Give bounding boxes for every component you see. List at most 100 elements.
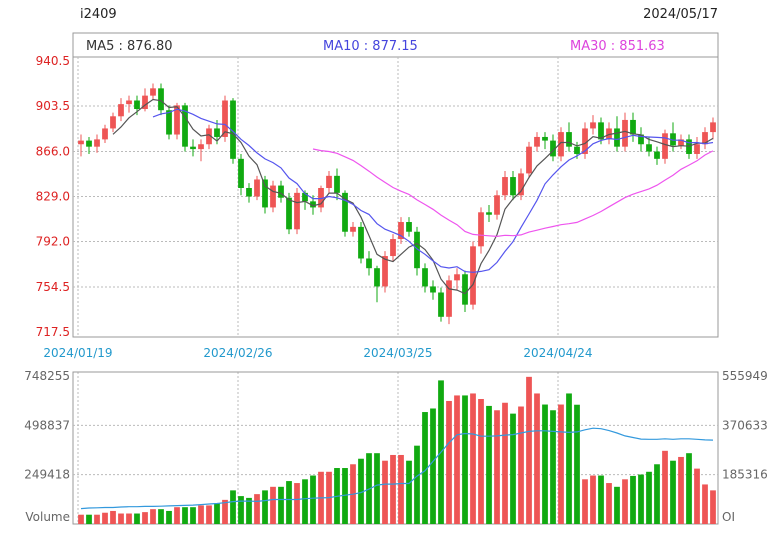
candle-up [398,222,404,240]
volume-bar-down [550,410,556,524]
candle-down [542,136,548,141]
volume-bar-up [478,398,484,524]
volume-bar-down [422,412,428,524]
candle-up [526,146,532,174]
volume-bar-down [238,496,244,524]
candle-up [582,128,588,154]
candle-up [206,128,212,145]
volume-bar-down [286,481,292,524]
volume-bar-down [462,395,468,524]
oi-tick-label: 185316 [722,468,768,482]
volume-tick-label: 498837 [24,418,70,432]
candle-up [326,175,332,188]
candle-up [390,239,396,257]
candle-down [462,274,468,305]
volume-bar-down [598,475,604,524]
candle-down [430,286,436,293]
candle-up [662,133,668,159]
volume-tick-label: 249418 [24,468,70,482]
candle-up [174,105,180,135]
volume-bar-up [126,513,132,524]
volume-bars [78,376,716,524]
candle-down [646,144,652,152]
candle-up [254,179,260,197]
date-label: 2024/05/17 [643,7,718,22]
candle-up [78,140,84,145]
x-tick-label: 2024/03/25 [363,346,432,360]
candle-down [86,140,92,147]
volume-bar-up [390,454,396,524]
candle-down [134,100,140,110]
price-tick-label: 866.0 [36,145,70,159]
candle-up [694,144,700,154]
candle-up [534,136,540,147]
candle-down [486,212,492,215]
volume-bar-up [446,400,452,524]
candle-up [102,128,108,140]
volume-bar-up [710,490,716,524]
volume-bar-up [78,514,84,524]
candle-up [318,187,324,208]
volume-bar-up [102,512,108,524]
candle-up [494,195,500,215]
candle-down [366,258,372,269]
x-tick-label: 2024/01/19 [43,346,112,360]
volume-bar-up [470,393,476,524]
volume-bar-up [294,483,300,524]
volume-tick-label: 748255 [24,369,70,383]
candle-up [350,226,356,232]
volume-bar-down [230,490,236,524]
price-tick-label: 717.5 [36,325,70,339]
volume-bar-up [534,393,540,524]
volume-bar-up [582,479,588,524]
volume-bar-up [222,499,228,524]
volume-bar-up [118,513,124,524]
volume-bar-down [166,510,172,524]
volume-bar-up [606,483,612,524]
volume-bar-down [614,486,620,524]
candle-down [414,231,420,269]
candle-up [294,192,300,230]
volume-bar-down [486,405,492,524]
ma10-legend: MA10 : 877.15 [323,39,418,54]
candle-down [614,128,620,147]
oi-tick-label: 555949 [722,369,768,383]
candlestick-series [78,83,716,325]
candle-down [278,185,284,198]
volume-bar-down [342,468,348,524]
volume-bar-up [198,505,204,524]
candle-up [558,132,564,157]
candle-down [374,268,380,287]
volume-bar-up [678,456,684,524]
candle-down [286,197,292,230]
candle-up [710,122,716,133]
candle-down [302,192,308,202]
candle-down [262,179,268,208]
volume-bar-up [526,376,532,524]
ma5-legend: MA5 : 876.80 [86,39,173,54]
volume-bar-up [142,512,148,524]
candle-up [678,139,684,146]
candle-down [438,292,444,317]
candle-up [198,144,204,150]
candle-down [574,146,580,154]
ma30-legend: MA30 : 851.63 [570,39,665,54]
candle-up [110,116,116,129]
volume-bar-up [174,507,180,524]
candle-up [454,274,460,281]
candle-up [446,280,452,317]
candle-up [382,256,388,287]
candle-down [334,175,340,193]
candle-down [358,226,364,259]
volume-bar-up [254,494,260,524]
candle-down [638,134,644,145]
candle-down [230,100,236,159]
candle-up [518,173,524,196]
candle-down [654,151,660,159]
volume-bar-up [502,402,508,524]
volume-bar-down [86,514,92,524]
volume-bar-up [150,509,156,524]
volume-y-axis: 748255 498837 249418 555949 370633 185316 [24,369,768,482]
volume-bar-down [182,507,188,524]
